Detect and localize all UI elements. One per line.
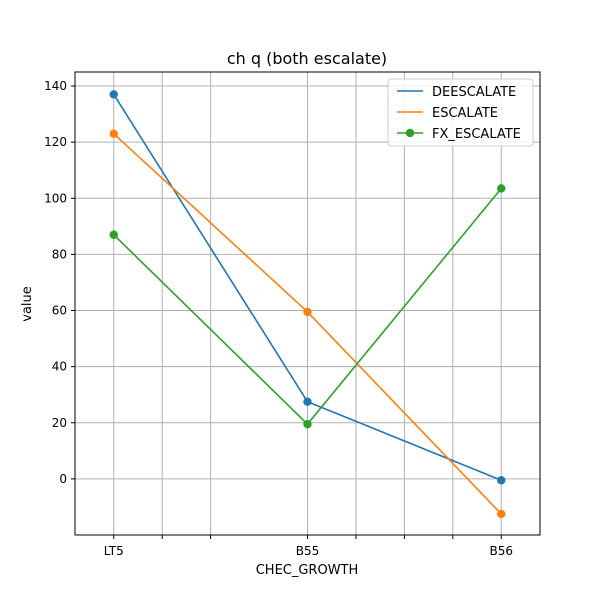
grid (75, 72, 540, 535)
x-tick-label: B56 (489, 544, 513, 558)
data-point (109, 230, 118, 239)
x-tick-label: LT5 (104, 544, 124, 558)
data-point (109, 129, 118, 138)
y-tick-label: 60 (52, 304, 67, 318)
y-tick-label: 140 (44, 79, 67, 93)
data-point (109, 90, 118, 99)
y-axis: 0 20 40 60 80 100 120 140 (44, 79, 75, 486)
data-point (303, 419, 312, 429)
chart-title: ch q (both escalate) (227, 49, 387, 68)
y-tick-label: 20 (52, 416, 67, 430)
y-tick-label: 0 (59, 472, 67, 486)
series-escalate (109, 129, 506, 519)
legend-marker (405, 128, 415, 138)
data-point (497, 476, 506, 485)
legend-entry: DEESCALATE (432, 85, 516, 100)
series-deescalate (109, 90, 506, 485)
x-axis: LT5 B55 B56 (104, 535, 513, 558)
legend: DEESCALATE ESCALATE FX_ESCALATE (387, 78, 534, 147)
data-point (497, 184, 506, 193)
series-layer (109, 90, 506, 519)
y-tick-label: 40 (52, 360, 67, 374)
data-point (497, 509, 506, 519)
y-tick-label: 80 (52, 247, 67, 261)
data-point (303, 397, 312, 406)
series-fx-escalate (109, 184, 506, 429)
y-tick-label: 120 (44, 135, 67, 149)
y-axis-label: value (20, 286, 35, 322)
legend-entry: ESCALATE (432, 106, 498, 121)
legend-entry: FX_ESCALATE (432, 127, 521, 142)
x-axis-label: CHEC_GROWTH (256, 563, 359, 578)
legend-box (387, 78, 534, 147)
y-tick-label: 100 (44, 191, 67, 205)
data-point (303, 307, 312, 317)
x-tick-label: B55 (296, 544, 320, 558)
